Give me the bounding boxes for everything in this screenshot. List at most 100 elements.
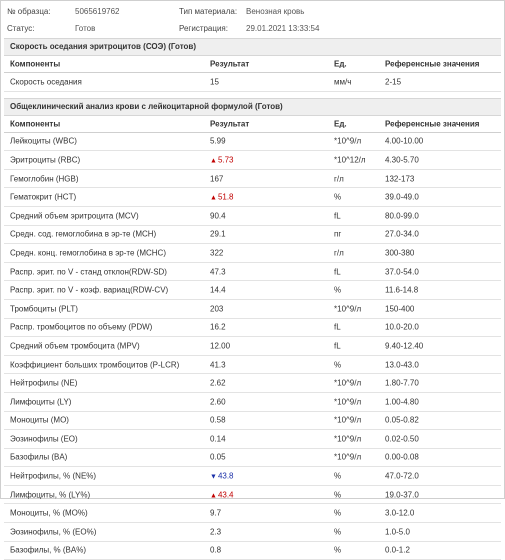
- result-cell: ▲51.8: [210, 193, 234, 202]
- component-name: Скорость оседания: [10, 77, 82, 87]
- unit-value: *10^9/л: [334, 304, 362, 314]
- reference-range: 0.02-0.50: [385, 434, 419, 444]
- result-value: 15: [210, 77, 219, 87]
- result-cell: 2.3: [210, 527, 221, 536]
- table-row: Лимфоциты (LY) 2.60 *10^9/л 1.00-4.80: [4, 393, 501, 412]
- section-title: Скорость оседания эритроцитов (СОЭ) (Гот…: [4, 38, 501, 56]
- unit-value: *10^9/л: [334, 434, 362, 444]
- result-value: 29.1: [210, 229, 226, 239]
- component-name: Эритроциты (RBC): [10, 155, 81, 165]
- unit-value: %: [334, 508, 342, 518]
- result-value: 90.4: [210, 211, 226, 221]
- reference-range: 0.00-0.08: [385, 452, 419, 462]
- table-row: Моноциты, % (MO%) 9.7% 3.0-12.0: [4, 504, 501, 524]
- result-value: 43.4: [217, 490, 234, 500]
- reference-range: 0.05-0.82: [385, 415, 419, 425]
- table-row: Тромбоциты (PLT) 203 *10^9/л 150-400: [4, 300, 501, 319]
- unit-value: *10^12/л: [334, 155, 366, 165]
- column-header-row: Компоненты Результат Ед. Референсные зна…: [4, 116, 501, 133]
- component-name: Распр. эрит. по V - станд отклон(RDW-SD): [10, 267, 167, 277]
- table-row: Средний объем тромбоцита (MPV) 12.00 fL 9.4…: [4, 337, 501, 356]
- component-name: Гематокрит (HCT): [10, 192, 77, 202]
- section-cbc: Общеклинический анализ крови с лейкоцита…: [4, 97, 501, 560]
- reference-range: 19.0-37.0: [385, 490, 419, 500]
- component-name: Лимфоциты (LY): [10, 397, 72, 407]
- result-value: 5.73: [217, 155, 234, 165]
- result-cell: 0.58: [210, 416, 226, 425]
- result-value: 12.00: [210, 341, 231, 351]
- result-cell: 5.99: [210, 137, 226, 146]
- component-name: Лимфоциты, % (LY%): [10, 490, 91, 500]
- result-value: 14.4: [210, 285, 226, 295]
- table-row: Распр. эрит. по V - коэф. вариац(RDW-CV)…: [4, 281, 501, 300]
- table-row: Распр. эрит. по V - станд отклон(RDW-SD)…: [4, 263, 501, 282]
- table-row: Нейтрофилы, % (NE%) ▼43.8% 47.0-72.0: [4, 467, 501, 486]
- result-value: 16.2: [210, 322, 226, 332]
- result-value: 0.58: [210, 415, 226, 425]
- table-row: Скорость оседания 15 мм/ч 2-15: [4, 73, 501, 92]
- esr-rows: Скорость оседания 15 мм/ч 2-15: [4, 73, 501, 92]
- reference-range: 80.0-99.0: [385, 211, 419, 221]
- reference-range: 150-400: [385, 304, 415, 314]
- component-name: Тромбоциты (PLT): [10, 304, 78, 314]
- result-value: 322: [210, 248, 224, 258]
- table-row: Гематокрит (HCT) ▲51.8% 39.0-49.0: [4, 188, 501, 207]
- unit-value: %: [334, 285, 342, 295]
- unit-value: *10^9/л: [334, 397, 362, 407]
- component-name: Распр. тромбоцитов по объему (PDW): [10, 322, 153, 332]
- result-cell: 16.2: [210, 323, 226, 332]
- cbc-rows: Лейкоциты (WBC) 5.99 *10^9/л 4.00-10.00 Эрит…: [4, 133, 501, 560]
- result-cell: 47.3: [210, 267, 226, 276]
- result-cell: 0.14: [210, 434, 226, 443]
- unit-value: *10^9/л: [334, 415, 362, 425]
- table-row: Средн. сод. гемоглобина в эр-те (MCH) 29.…: [4, 226, 501, 245]
- result-value: 51.8: [217, 192, 234, 202]
- table-row: Моноциты (MO) 0.58 *10^9/л 0.05-0.82: [4, 412, 501, 431]
- result-value: 9.7: [210, 508, 222, 518]
- column-header-component: Компоненты: [10, 59, 61, 69]
- column-header-unit: Ед.: [334, 59, 347, 69]
- sample-info: № образца: 5065619762 Тип материала: Вен…: [1, 1, 504, 38]
- reference-range: 39.0-49.0: [385, 192, 419, 202]
- component-name: Распр. эрит. по V - коэф. вариац(RDW-CV): [10, 285, 169, 295]
- unit-value: fL: [334, 211, 341, 221]
- column-header-result: Результат: [210, 119, 250, 129]
- unit-value: %: [334, 471, 342, 481]
- table-row: Средн. конц. гемоглобина в эр-те (MCHC) 3…: [4, 244, 501, 263]
- column-header-component: Компоненты: [10, 119, 61, 129]
- result-cell: 29.1: [210, 230, 226, 239]
- table-row: Гемоглобин (HGB) 167 г/л 132-173: [4, 170, 501, 189]
- result-cell: 2.60: [210, 397, 226, 406]
- result-cell: 322: [210, 248, 223, 257]
- table-row: Эритроциты (RBC) ▲5.73 *10^12/л 4.30-5.70: [4, 151, 501, 170]
- result-value: 167: [210, 174, 224, 184]
- unit-value: мм/ч: [334, 77, 352, 87]
- unit-value: *10^9/л: [334, 378, 362, 388]
- component-name: Лейкоциты (WBC): [10, 136, 77, 146]
- unit-value: %: [334, 192, 342, 202]
- unit-value: %: [334, 527, 342, 537]
- registration-label: Регистрация:: [179, 24, 228, 33]
- unit-value: fL: [334, 322, 341, 332]
- section-esr: Скорость оседания эритроцитов (СОЭ) (Гот…: [4, 38, 501, 92]
- component-name: Эозинофилы (EO): [10, 434, 78, 444]
- status-label: Статус:: [7, 24, 35, 33]
- reference-range: 27.0-34.0: [385, 229, 419, 239]
- reference-range: 2-15: [385, 77, 402, 87]
- component-name: Коэффициент больших тромбоцитов (P-LCR): [10, 360, 180, 370]
- result-value: 41.3: [210, 360, 226, 370]
- reference-range: 1.00-4.80: [385, 397, 419, 407]
- reference-range: 1.0-5.0: [385, 527, 410, 537]
- component-name: Нейтрофилы (NE): [10, 378, 78, 388]
- result-value: 5.99: [210, 136, 226, 146]
- reference-range: 1.80-7.70: [385, 378, 419, 388]
- result-cell: 0.05: [210, 453, 226, 462]
- result-cell: 2.62: [210, 379, 226, 388]
- status-value: Готов: [75, 24, 96, 33]
- result-cell: ▲43.4: [210, 490, 234, 499]
- component-name: Средн. конц. гемоглобина в эр-те (MCHC): [10, 248, 166, 258]
- table-row: Распр. тромбоцитов по объему (PDW) 16.2 fL…: [4, 319, 501, 338]
- reference-range: 10.0-20.0: [385, 322, 419, 332]
- reference-range: 0.0-1.2: [385, 545, 410, 555]
